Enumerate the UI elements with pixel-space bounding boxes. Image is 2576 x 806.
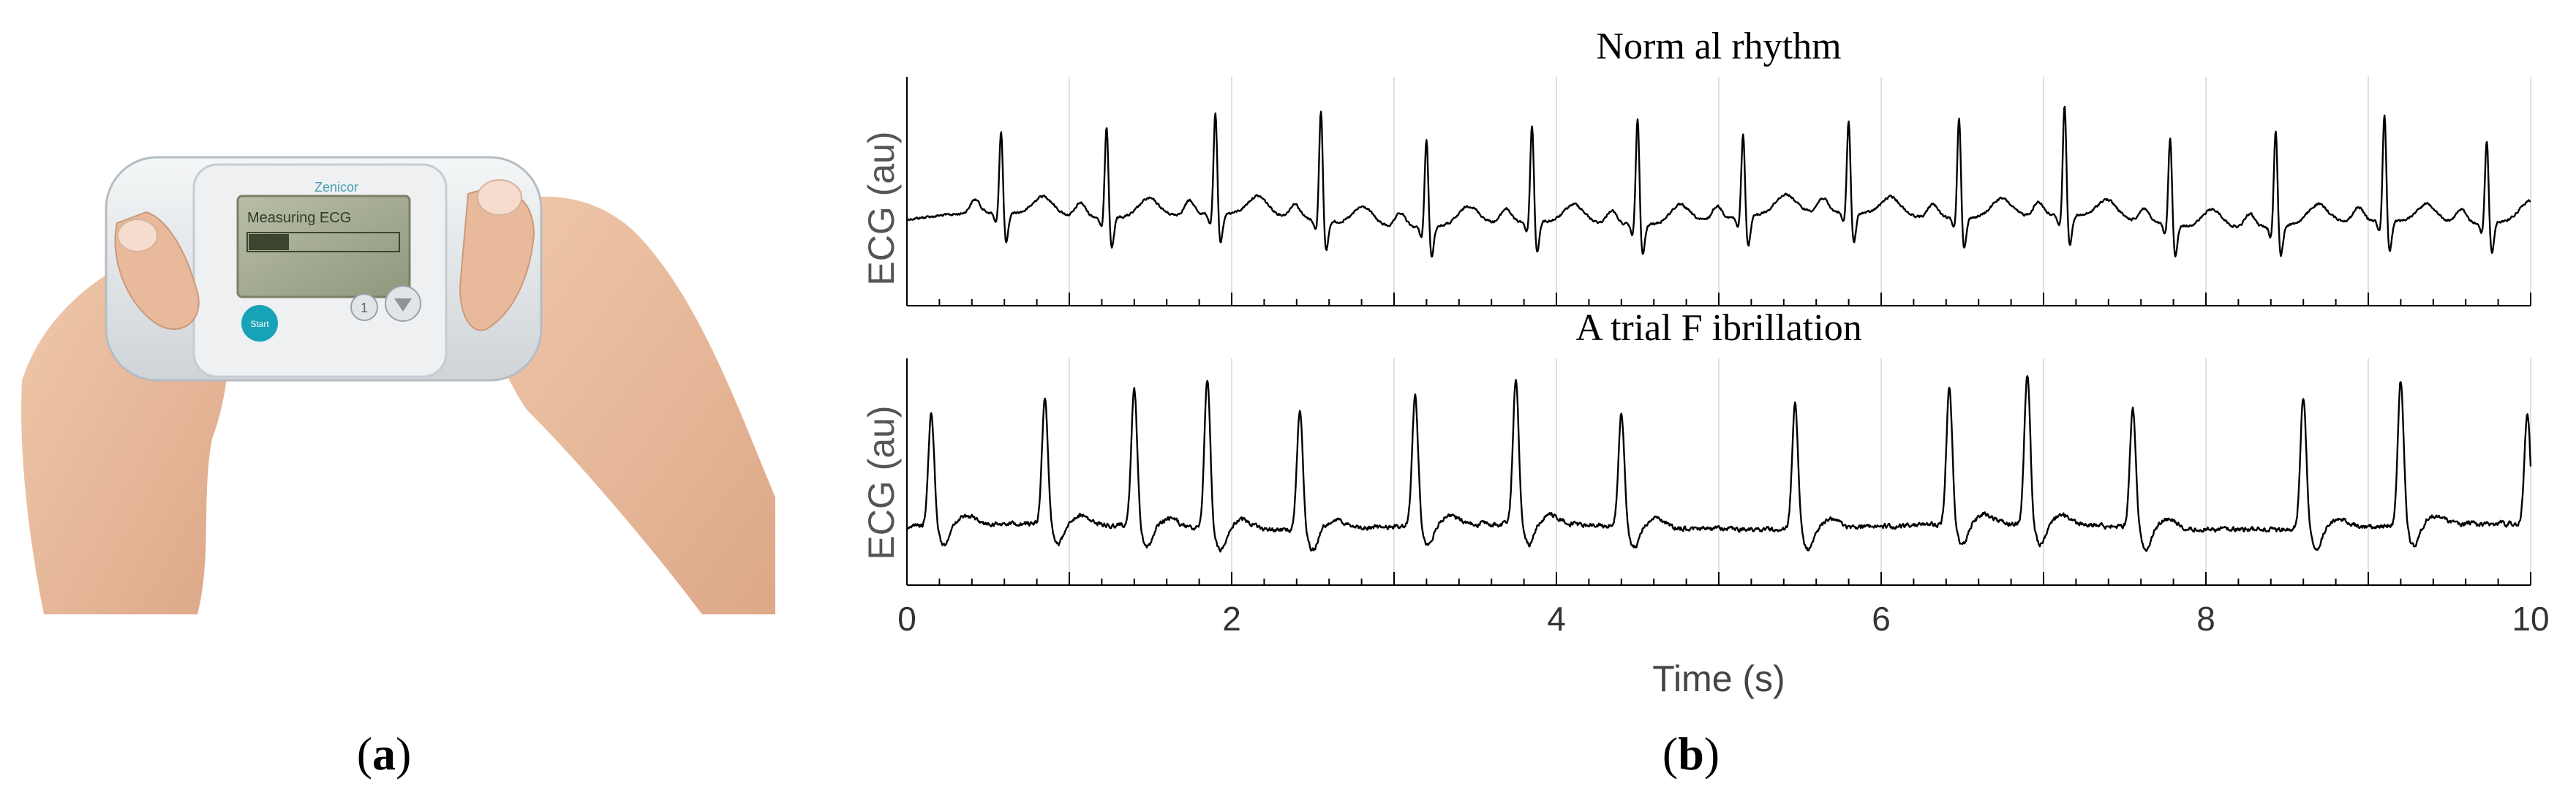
- x-tick-label: 4: [1547, 600, 1566, 638]
- chart-normal-rhythm: Norm al rhythm ECG (au): [861, 26, 2531, 306]
- device-button-1-label: 1: [361, 301, 368, 315]
- start-button[interactable]: [241, 305, 278, 342]
- chart-atrial-fibrillation: A trial F ibrillation ECG (au) 0 2 4 6 8 10 T…: [861, 307, 2550, 699]
- chart-normal-trace: [906, 105, 2531, 257]
- chart-afib-grid: [906, 358, 2531, 585]
- chart-afib-xtick-labels: 0 2 4 6 8 10: [897, 600, 2549, 638]
- right-thumbnail: [477, 179, 522, 216]
- right-hand: [468, 196, 775, 614]
- panel-a-label: (a): [357, 728, 412, 780]
- chart-afib-axes: [906, 358, 2531, 586]
- panel-a-photo: Zenicor Measuring ECG Start 1: [21, 156, 775, 614]
- chart-normal-ylabel: ECG (au): [861, 131, 902, 285]
- panel-b-letter: b: [1678, 728, 1704, 780]
- x-tick-label: 10: [2512, 600, 2549, 638]
- left-thumbnail: [117, 219, 158, 252]
- chart-afib-ylabel: ECG (au): [861, 405, 902, 560]
- chart-afib-title: A trial F ibrillation: [1575, 307, 1861, 349]
- device-brand: Zenicor: [315, 180, 358, 195]
- chart-afib-xlabel: Time (s): [1652, 658, 1785, 699]
- device-progress-track: [246, 232, 400, 252]
- device-progress-fill: [249, 234, 289, 250]
- device-button-1[interactable]: [350, 293, 378, 321]
- wireless-icon: [394, 298, 412, 312]
- chart-normal-axes: [906, 77, 2531, 306]
- chart-normal-title: Norm al rhythm: [1596, 26, 1841, 67]
- x-tick-label: 8: [2196, 600, 2215, 638]
- panel-b-label: (b): [1662, 728, 1720, 780]
- start-button-label: Start: [250, 319, 269, 329]
- x-tick-label: 6: [1872, 600, 1891, 638]
- device-screen: [236, 195, 411, 298]
- chart-afib-trace: [906, 375, 2532, 553]
- panel-a-letter: a: [372, 728, 396, 780]
- x-tick-label: 2: [1222, 600, 1241, 638]
- chart-normal-grid: [906, 77, 2531, 306]
- x-tick-label: 0: [897, 600, 916, 638]
- device-screen-text: Measuring ECG: [247, 210, 351, 226]
